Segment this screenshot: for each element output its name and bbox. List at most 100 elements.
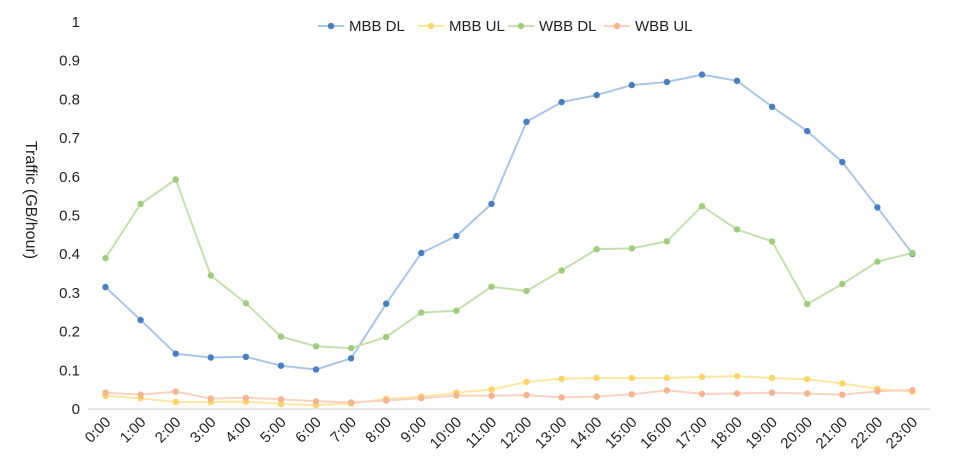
legend-label: MBB DL [349, 18, 405, 35]
data-point-mbb-dl [768, 103, 776, 111]
data-point-mbb-ul [733, 372, 741, 380]
data-point-wbb-ul [804, 390, 811, 397]
data-point-mbb-dl [663, 78, 671, 86]
data-point-wbb-dl [207, 272, 214, 279]
x-tick-label: 10:00 [427, 414, 466, 453]
data-point-wbb-ul [242, 394, 250, 401]
data-point-wbb-ul [102, 389, 109, 396]
data-point-wbb-dl [172, 176, 179, 183]
x-tick-label: 0:00 [82, 414, 115, 447]
data-point-wbb-ul [558, 394, 565, 401]
data-point-mbb-dl [172, 350, 179, 357]
data-point-wbb-dl [698, 203, 706, 210]
data-point-wbb-dl [558, 267, 565, 274]
x-tick-label: 11:00 [463, 414, 501, 452]
data-point-wbb-ul [733, 390, 741, 397]
legend-label: WBB UL [635, 18, 693, 35]
data-point-wbb-ul [874, 388, 881, 395]
data-point-wbb-dl [488, 283, 495, 290]
data-point-mbb-dl [277, 362, 285, 369]
data-point-wbb-dl [663, 238, 671, 245]
y-tick-label: 1 [72, 14, 80, 31]
y-axis-ticks: 0 0.1 0.2 0.3 0.4 0.5 0.6 0.7 0.8 0.9 1 [59, 14, 80, 418]
x-tick-label: 18:00 [707, 414, 746, 453]
y-tick-label: 0.1 [59, 362, 80, 379]
legend-swatch-marker [327, 22, 335, 30]
legend: MBB DL MBB UL WBB DL WBB UL [318, 18, 693, 35]
data-point-mbb-dl [102, 283, 109, 291]
series-line-mbb-dl [104, 73, 914, 371]
y-tick-label: 0.6 [59, 169, 80, 186]
data-point-wbb-ul [593, 393, 600, 400]
data-point-wbb-dl [523, 287, 530, 295]
data-point-wbb-ul [909, 386, 916, 394]
x-tick-label: 17:00 [672, 414, 711, 453]
data-point-mbb-dl [242, 353, 250, 360]
x-tick-label: 4:00 [222, 414, 255, 447]
data-point-mbb-dl [488, 200, 495, 208]
data-point-mbb-ul [523, 378, 530, 386]
data-point-mbb-dl [593, 91, 600, 99]
data-point-wbb-dl [347, 345, 355, 352]
data-point-mbb-ul [558, 375, 565, 382]
data-point-mbb-ul [593, 374, 600, 382]
data-point-wbb-dl [628, 245, 635, 252]
data-point-wbb-ul [172, 388, 179, 395]
x-tick-label: 5:00 [257, 414, 290, 447]
data-point-wbb-ul [347, 399, 355, 406]
data-point-mbb-dl [453, 232, 460, 240]
data-point-mbb-dl [628, 81, 635, 89]
data-point-wbb-ul [523, 391, 530, 399]
series-line-wbb-ul [105, 389, 913, 404]
data-point-mbb-dl [137, 316, 144, 324]
data-point-mbb-dl [558, 98, 565, 106]
series-line-wbb-dl [104, 178, 913, 350]
x-tick-label: 22:00 [848, 414, 887, 453]
y-tick-label: 0.2 [59, 324, 80, 341]
x-tick-label: 23:00 [883, 414, 922, 453]
y-tick-label: 0 [72, 401, 80, 418]
x-tick-label: 6:00 [292, 414, 325, 447]
data-point-mbb-dl [733, 77, 741, 85]
data-point-wbb-dl [593, 246, 600, 253]
data-point-wbb-ul [277, 396, 285, 403]
data-point-wbb-ul [663, 387, 671, 394]
data-point-mbb-ul [628, 374, 635, 382]
x-tick-label: 12:00 [497, 414, 536, 453]
data-point-mbb-dl [874, 204, 881, 211]
legend-label: WBB DL [539, 18, 597, 35]
x-tick-label: 1:00 [117, 414, 150, 447]
data-point-wbb-dl [453, 307, 460, 314]
data-point-mbb-dl [804, 127, 811, 135]
x-tick-label: 19:00 [742, 414, 781, 453]
data-point-mbb-dl [347, 355, 355, 362]
legend-swatch-marker [427, 22, 435, 30]
data-point-wbb-ul [453, 392, 460, 399]
data-point-wbb-dl [768, 238, 776, 245]
x-axis-ticks: 0:00 1:00 2:00 3:00 4:00 5:00 6:00 7:00 8:00 9:00… [82, 414, 922, 453]
x-tick-label: 15:00 [602, 414, 641, 453]
x-tick-label: 20:00 [777, 414, 816, 453]
x-tick-label: 7:00 [327, 414, 360, 447]
data-point-wbb-ul [383, 397, 390, 404]
x-tick-label: 3:00 [187, 414, 220, 447]
y-tick-label: 0.3 [59, 285, 80, 302]
data-point-mbb-ul [698, 373, 706, 381]
series-markers [102, 71, 916, 409]
legend-label: MBB UL [449, 18, 505, 35]
data-point-mbb-dl [523, 118, 530, 126]
x-tick-label: 13:00 [532, 414, 571, 453]
x-tick-label: 2:00 [152, 414, 185, 447]
x-tick-label: 14:00 [567, 414, 606, 453]
data-point-mbb-ul [804, 376, 811, 383]
data-point-mbb-dl [312, 366, 320, 373]
x-tick-label: 21:00 [813, 414, 852, 453]
data-point-wbb-ul [698, 390, 706, 398]
x-tick-label: 8:00 [362, 414, 395, 447]
y-tick-label: 0.5 [59, 208, 80, 225]
data-point-wbb-dl [242, 300, 250, 307]
data-point-wbb-dl [418, 309, 425, 316]
x-tick-label: 16:00 [637, 414, 676, 453]
